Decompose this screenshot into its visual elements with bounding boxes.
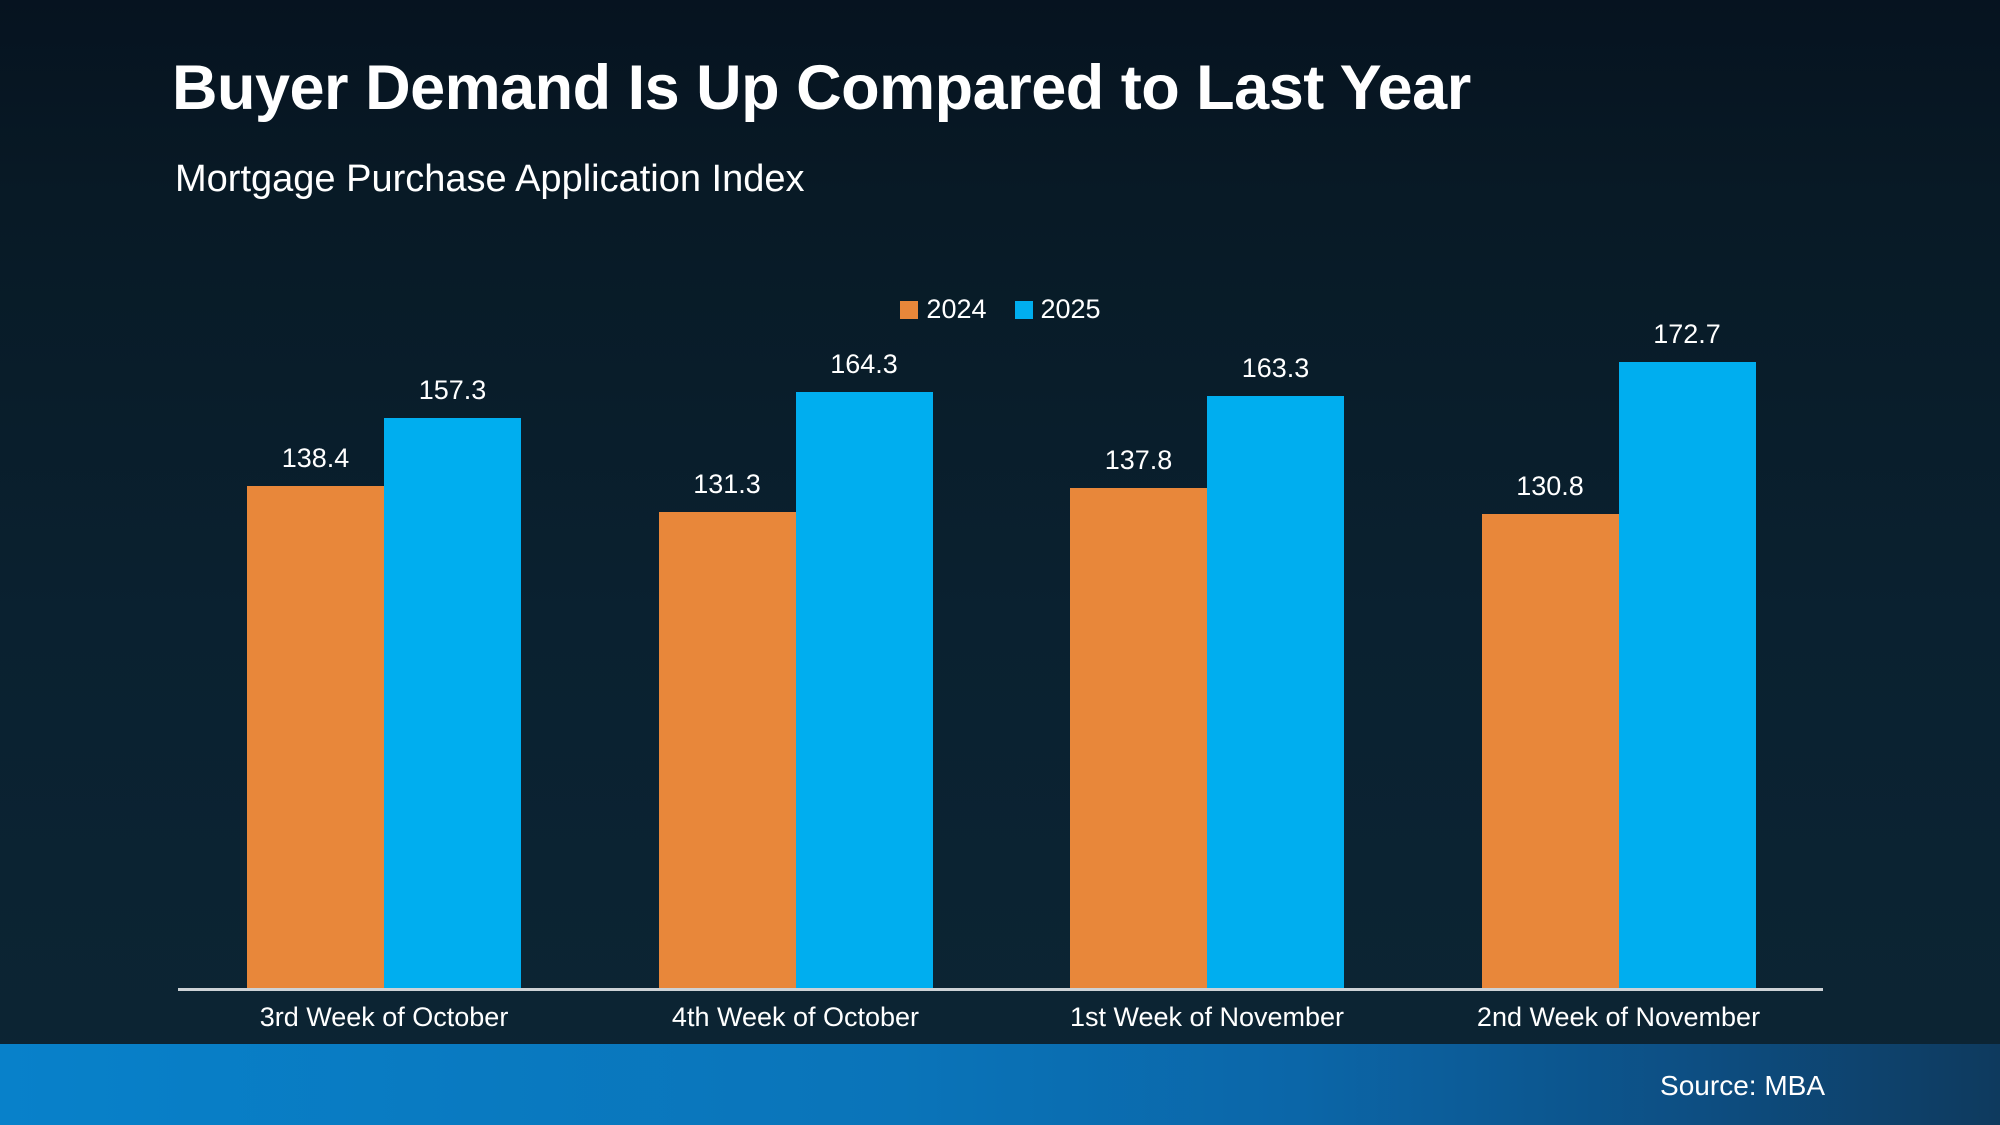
bar-value-label: 157.3 <box>418 375 487 405</box>
bar-rect <box>1618 362 1756 988</box>
bar-rect <box>1207 396 1344 988</box>
legend-label-2025: 2025 <box>1040 294 1101 324</box>
legend-swatch-2024 <box>900 300 919 319</box>
source-text: Source: MBA <box>1660 1070 1825 1101</box>
bar-rect <box>1070 488 1207 988</box>
bar-rect <box>384 418 521 988</box>
bar-value-label: 131.3 <box>693 469 761 499</box>
bar-rect <box>247 486 384 988</box>
bar-2024-4: 130.8 <box>1481 471 1619 988</box>
bar-2025-2: 164.3 <box>795 349 933 988</box>
bar-value-label: 164.3 <box>830 349 898 379</box>
legend: 2024 2025 <box>178 294 1823 325</box>
bar-group-4: 130.8 172.7 <box>1481 319 1756 988</box>
bar-rect <box>795 392 933 988</box>
chart-subtitle: Mortgage Purchase Application Index <box>175 158 805 200</box>
legend-label-2024: 2024 <box>926 294 987 324</box>
bar-group-1: 138.4 157.3 <box>247 375 521 988</box>
bar-2025-4: 172.7 <box>1618 319 1756 988</box>
bar-rect <box>1481 514 1619 988</box>
bar-group-2: 131.3 164.3 <box>658 349 933 988</box>
bar-2025-3: 163.3 <box>1207 353 1344 988</box>
x-axis-label: 3rd Week of October <box>259 1002 509 1032</box>
legend-item-2025: 2025 <box>1014 294 1101 325</box>
footer-band: Source: MBA <box>0 1044 2000 1125</box>
chart-title: Buyer Demand Is Up Compared to Last Year <box>172 53 1471 123</box>
bar-2025-1: 157.3 <box>384 375 521 988</box>
legend-item-2024: 2024 <box>900 294 987 325</box>
plot-area: 138.4 157.3 3rd Week of October 131.3 164.3 4… <box>178 0 1823 1032</box>
bar-value-label: 163.3 <box>1241 353 1310 383</box>
bar-rect <box>658 512 796 988</box>
x-axis-line <box>178 988 1823 991</box>
bar-value-label: 172.7 <box>1653 319 1721 349</box>
legend-swatch-2025 <box>1014 300 1033 319</box>
bar-value-label: 137.8 <box>1104 445 1173 475</box>
x-axis-label: 2nd Week of November <box>1476 1002 1761 1032</box>
bar-value-label: 138.4 <box>281 443 350 473</box>
x-axis-label: 4th Week of October <box>671 1002 920 1032</box>
bar-2024-3: 137.8 <box>1070 445 1207 988</box>
bar-value-label: 130.8 <box>1516 471 1584 501</box>
bar-group-3: 137.8 163.3 <box>1070 353 1344 988</box>
bar-2024-2: 131.3 <box>658 469 796 988</box>
bar-2024-1: 138.4 <box>247 443 384 988</box>
x-axis-label: 1st Week of November <box>1069 1002 1345 1032</box>
